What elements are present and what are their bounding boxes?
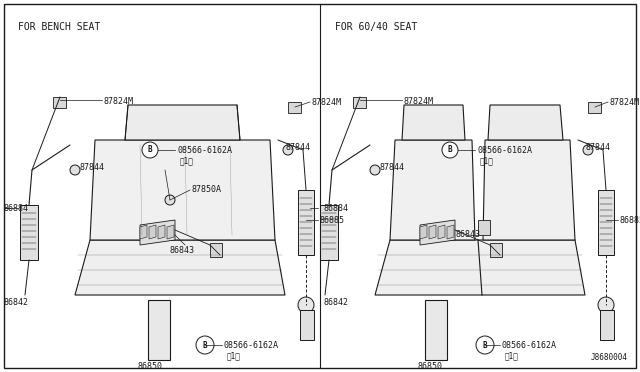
- Polygon shape: [53, 97, 66, 108]
- Circle shape: [298, 297, 314, 313]
- Polygon shape: [488, 105, 563, 140]
- Text: 86885: 86885: [620, 216, 640, 225]
- Text: 87824M: 87824M: [610, 98, 640, 107]
- Polygon shape: [483, 140, 575, 240]
- Text: 08566-6162A: 08566-6162A: [224, 341, 279, 350]
- Polygon shape: [167, 225, 174, 239]
- Polygon shape: [75, 240, 285, 295]
- Circle shape: [476, 336, 494, 354]
- Polygon shape: [90, 140, 275, 240]
- Polygon shape: [478, 220, 490, 235]
- Polygon shape: [420, 220, 455, 245]
- Text: 〈1〉: 〈1〉: [227, 351, 241, 360]
- Circle shape: [70, 165, 80, 175]
- Polygon shape: [429, 225, 436, 239]
- Text: 86842: 86842: [4, 298, 29, 307]
- Text: FOR 60/40 SEAT: FOR 60/40 SEAT: [335, 22, 417, 32]
- Circle shape: [196, 336, 214, 354]
- Polygon shape: [447, 225, 454, 239]
- Text: 86884: 86884: [4, 204, 29, 213]
- Polygon shape: [158, 225, 165, 239]
- Polygon shape: [425, 300, 447, 360]
- Polygon shape: [600, 310, 614, 340]
- Text: B: B: [203, 340, 207, 350]
- Polygon shape: [588, 102, 601, 113]
- Polygon shape: [490, 243, 502, 257]
- Polygon shape: [375, 240, 585, 295]
- Polygon shape: [210, 243, 222, 257]
- Polygon shape: [149, 225, 156, 239]
- Text: B: B: [483, 340, 487, 350]
- Text: 〈1〉: 〈1〉: [480, 156, 494, 165]
- Polygon shape: [288, 102, 301, 113]
- Text: 08566-6162A: 08566-6162A: [177, 146, 232, 155]
- Text: 87824M: 87824M: [312, 98, 342, 107]
- Text: 87844: 87844: [380, 163, 405, 172]
- Text: 86885: 86885: [320, 216, 345, 225]
- Polygon shape: [320, 205, 338, 260]
- Circle shape: [142, 142, 158, 158]
- Text: B: B: [148, 145, 152, 154]
- Polygon shape: [298, 190, 314, 255]
- Text: 86850: 86850: [138, 362, 163, 371]
- Text: 87844: 87844: [80, 163, 105, 172]
- Polygon shape: [353, 97, 366, 108]
- Text: 86850: 86850: [418, 362, 443, 371]
- Text: 86884: 86884: [324, 204, 349, 213]
- Text: 86843: 86843: [170, 246, 195, 255]
- Circle shape: [370, 165, 380, 175]
- Text: 87850A: 87850A: [192, 185, 222, 194]
- Text: 〈1〉: 〈1〉: [180, 156, 194, 165]
- Polygon shape: [140, 225, 147, 239]
- Text: 86842: 86842: [324, 298, 349, 307]
- Polygon shape: [438, 225, 445, 239]
- Text: FOR BENCH SEAT: FOR BENCH SEAT: [18, 22, 100, 32]
- Polygon shape: [20, 205, 38, 260]
- Text: 87824M: 87824M: [404, 97, 434, 106]
- Circle shape: [283, 145, 293, 155]
- Text: 〈1〉: 〈1〉: [505, 351, 519, 360]
- Circle shape: [442, 142, 458, 158]
- Polygon shape: [420, 225, 427, 239]
- Text: 87824M: 87824M: [104, 97, 134, 106]
- Circle shape: [165, 195, 175, 205]
- Polygon shape: [148, 300, 170, 360]
- Text: 87844: 87844: [285, 143, 310, 152]
- Polygon shape: [390, 140, 475, 240]
- Circle shape: [583, 145, 593, 155]
- Polygon shape: [402, 105, 465, 140]
- Text: 08566-6162A: 08566-6162A: [502, 341, 557, 350]
- Circle shape: [598, 297, 614, 313]
- Text: 87844: 87844: [585, 143, 610, 152]
- Text: B: B: [448, 145, 452, 154]
- Polygon shape: [598, 190, 614, 255]
- Polygon shape: [300, 310, 314, 340]
- Polygon shape: [140, 220, 175, 245]
- Text: J8680004: J8680004: [591, 353, 628, 362]
- Polygon shape: [125, 105, 240, 140]
- Text: 08566-6162A: 08566-6162A: [477, 146, 532, 155]
- Text: 86843: 86843: [455, 230, 480, 239]
